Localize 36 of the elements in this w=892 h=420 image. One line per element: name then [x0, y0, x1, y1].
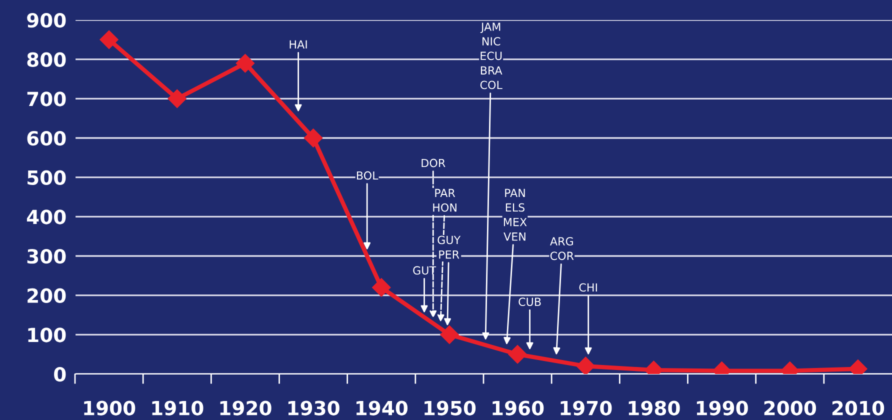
y-tick-label: 700 — [27, 92, 66, 106]
x-tick-label: 1970 — [560, 400, 612, 416]
annotation: PAN ELS MEX VEN — [504, 188, 527, 241]
y-tick-label: 400 — [26, 210, 66, 224]
annotation: CUB — [518, 298, 541, 306]
point — [168, 89, 186, 108]
annotation: HAI — [290, 40, 307, 48]
x-tick-label: 1900 — [84, 400, 136, 416]
y-tick-label: 0 — [54, 366, 66, 382]
annotation: PAR HON — [433, 188, 456, 212]
y-tick-label: 800 — [27, 52, 66, 67]
annotation: ARG COR — [550, 237, 574, 260]
annotation: BOL — [356, 171, 378, 180]
x-tick-label: 1960 — [492, 400, 544, 416]
x-tick-label: 2010 — [832, 400, 884, 416]
y-tick-label: 900 — [27, 12, 66, 28]
y-tick-label: 200 — [28, 288, 66, 303]
point — [304, 128, 323, 148]
y-tick-label: 500 — [28, 170, 66, 185]
annotation: GUY PER — [438, 236, 461, 259]
point — [236, 54, 255, 73]
annotation: JAM NIC ECU BRA COL — [480, 22, 502, 90]
x-tick-label: 2000 — [764, 400, 816, 416]
y-tick-label: 600 — [27, 130, 66, 146]
x-tick-label: 1930 — [288, 400, 340, 416]
point — [100, 30, 118, 50]
y-tick-label: 300 — [27, 248, 66, 264]
x-tick-label: 1950 — [424, 400, 476, 416]
y-tick-label: 100 — [28, 328, 66, 342]
x-tick-label: 1910 — [152, 400, 204, 416]
x-tick-label: 1920 — [220, 400, 272, 416]
x-tick-label: 1940 — [356, 400, 408, 416]
x-tick-label: 1990 — [696, 400, 748, 416]
annotation: CHI — [579, 283, 597, 292]
annotation: DOR — [422, 158, 446, 168]
x-tick-label: 1980 — [628, 400, 680, 416]
